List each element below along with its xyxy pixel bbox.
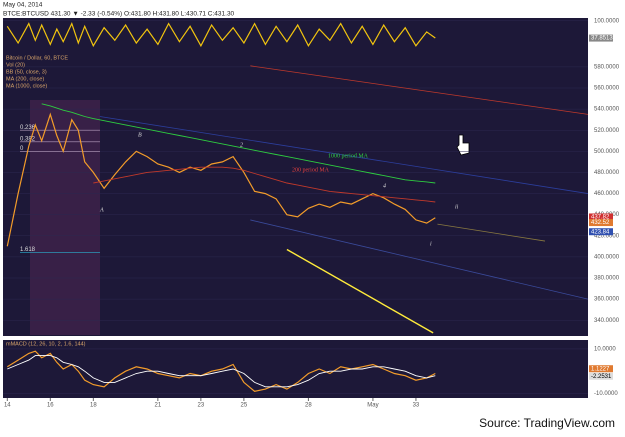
price-tag-label: 432.52 — [591, 220, 610, 226]
plot-bg — [3, 18, 588, 398]
trendline — [99, 116, 588, 194]
x-tick-label: 18 — [90, 403, 97, 409]
y-tick-label: 420.0000 — [594, 233, 620, 239]
legend-entry: Vol (20) — [6, 62, 25, 68]
fib-label: 1.618 — [20, 247, 36, 253]
y-tick-label: 400.0000 — [594, 254, 620, 260]
panel-sep — [3, 336, 588, 340]
price-tag — [589, 34, 613, 42]
annotation: 200 period MA — [292, 167, 330, 173]
y-tick-label: 500.0000 — [594, 149, 620, 155]
price-tag-label: -2.2531 — [591, 374, 612, 380]
annotation: 2 — [240, 142, 243, 148]
y-tick-label: -10.0000 — [594, 391, 618, 397]
price-tag — [589, 228, 613, 236]
x-tick-label: 23 — [198, 403, 205, 409]
legend-entry: MA (200, close) — [6, 76, 44, 82]
x-tick-label: 16 — [47, 403, 54, 409]
x-tick-label: 14 — [4, 403, 11, 409]
fib-label: 0 — [20, 146, 24, 152]
price-tag — [589, 219, 613, 227]
date: May 04, 2014 — [3, 2, 43, 9]
y-tick-label: 380.0000 — [594, 276, 620, 282]
price-tag-label: 1.1227 — [591, 366, 610, 372]
price-tag-label: 37.8513 — [591, 36, 613, 42]
panel — [3, 348, 588, 394]
series-line — [7, 355, 436, 388]
y-tick-label: 520.0000 — [594, 128, 620, 134]
panel: 0.236 0.382 0 1.618 — [3, 65, 588, 334]
x-tick-label: 28 — [305, 403, 312, 409]
trendline — [250, 219, 588, 300]
y-tick-label: 360.0000 — [594, 297, 620, 303]
cursor-icon — [456, 134, 470, 156]
x-tick-label: 21 — [155, 403, 162, 409]
series-line — [93, 166, 436, 203]
price-tag — [589, 365, 613, 373]
source: Source: TradingView.com — [479, 416, 615, 430]
fib-label: 0.382 — [20, 136, 36, 142]
fib-box — [30, 100, 100, 335]
annotation: B — [138, 132, 142, 138]
x-tick-label: 25 — [241, 403, 248, 409]
annotation: ii — [455, 204, 459, 210]
annotation: A — [99, 207, 104, 213]
y-tick-label: 340.0000 — [594, 318, 620, 324]
quote: BTCE:BTCUSD 431.30 ▼ -2.33 (-0.54%) O:43… — [3, 11, 235, 18]
series-line — [6, 21, 436, 48]
price-tag-label: 437.82 — [591, 215, 610, 221]
trendline — [286, 248, 434, 334]
price-tag — [589, 372, 613, 380]
trendline — [250, 65, 588, 115]
series-line — [6, 350, 436, 392]
legend-entry: BB (50, close, 3) — [6, 69, 47, 75]
y-tick-label: 10.0000 — [594, 347, 616, 353]
legend-entry: MA (1000, close) — [6, 83, 47, 89]
legend-entry: Bitcoin / Dollar, 60, BTCE — [6, 55, 68, 61]
fib-label: 0.236 — [20, 125, 36, 131]
trendline — [437, 223, 546, 242]
panel-title: mMACD (12, 26, 10, 2, 1.6, 144) — [6, 341, 86, 347]
price-tag — [589, 213, 613, 221]
y-tick-label: 540.0000 — [594, 107, 620, 113]
y-tick-label: 580.0000 — [594, 64, 620, 70]
x-tick-label: May — [367, 403, 378, 409]
x-tick-label: 33 — [413, 403, 420, 409]
y-tick-label: 100.0000 — [594, 18, 620, 24]
panel — [3, 20, 588, 48]
annotation: 4 — [383, 182, 386, 189]
price-tag-label: 423.84 — [591, 229, 610, 235]
annotation: i — [430, 241, 432, 247]
annotation: 1000 period MA — [328, 153, 369, 159]
y-tick-label: 560.0000 — [594, 86, 620, 92]
series-line — [41, 103, 436, 184]
y-tick-label: 480.0000 — [594, 170, 620, 176]
y-tick-label: 460.0000 — [594, 191, 620, 197]
